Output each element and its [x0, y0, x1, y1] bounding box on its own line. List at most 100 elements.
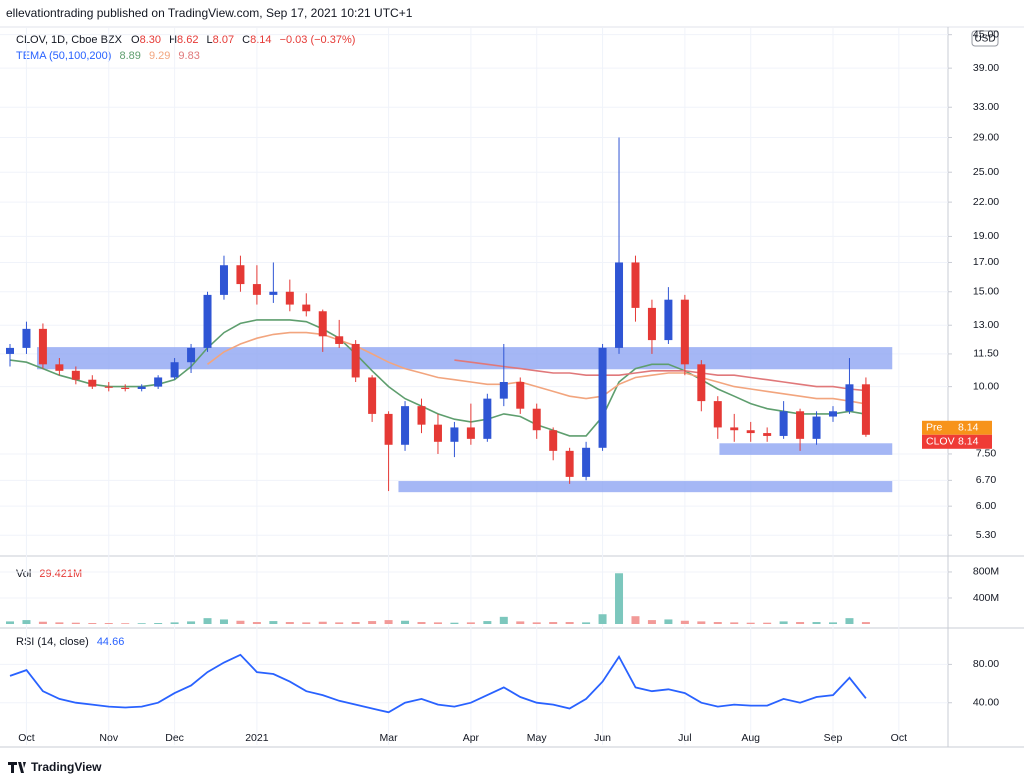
candle-body: [71, 370, 80, 380]
volume-bar: [499, 616, 508, 624]
candle-body: [55, 364, 64, 371]
x-tick-label: Dec: [165, 732, 184, 744]
volume-bar: [22, 620, 31, 624]
candle-body: [598, 347, 607, 448]
indicator-value: 9.29: [149, 50, 170, 62]
volume-bar: [6, 621, 14, 624]
volume-bar: [763, 622, 772, 624]
candle-body: [285, 291, 294, 305]
legend-line: CLOV, 1D, Cboe BZX O8.30 H8.62 L8.07 C8.…: [16, 34, 355, 46]
x-tick-label: Jun: [594, 732, 611, 744]
volume-value: 29.421M: [39, 568, 82, 580]
y-tick-label: 39.00: [973, 62, 999, 74]
volume-bar: [269, 621, 278, 624]
volume-legend: Vol 29.421M: [16, 568, 82, 580]
ohlc-key: L: [207, 34, 213, 46]
candle-body: [137, 386, 146, 389]
y-tick-label: 22.00: [973, 196, 999, 208]
y-tick-label: 10.00: [973, 380, 999, 392]
price-label-value: 8.14: [958, 436, 979, 448]
volume-bar: [532, 622, 541, 624]
volume-bar: [549, 622, 558, 624]
volume-bar: [335, 622, 344, 624]
candle-body: [252, 284, 261, 295]
price-label-value: 8.14: [958, 422, 979, 434]
candle-body: [318, 311, 327, 337]
tema-line: [454, 359, 866, 392]
volume-bar: [516, 621, 525, 624]
candle-body: [516, 381, 525, 409]
y-tick-label: 19.00: [973, 230, 999, 242]
candle-body: [368, 377, 377, 414]
candle-body: [351, 343, 360, 378]
ohlc-value: 8.30: [140, 34, 161, 46]
y-tick-label: 29.00: [973, 131, 999, 143]
candle-body: [763, 433, 772, 436]
volume-bar: [170, 622, 179, 624]
indicator-value: 8.89: [119, 50, 140, 62]
candle-body: [812, 416, 821, 439]
volume-bar: [351, 622, 360, 624]
x-tick-label: Aug: [741, 732, 760, 744]
candle-body: [565, 450, 574, 477]
volume-bar: [796, 622, 805, 624]
rsi-line: [9, 653, 867, 714]
volume-bar: [631, 616, 640, 624]
y-tick-label: 7.50: [976, 448, 997, 460]
price-label-box: [922, 434, 992, 449]
volume-bar: [137, 623, 146, 624]
volume-bar: [88, 623, 97, 624]
volume-bar: [154, 623, 163, 624]
candle-body: [302, 304, 311, 312]
volume-bar: [746, 622, 755, 624]
y-tick-label: 40.00: [973, 697, 999, 709]
ohlc-value: 8.62: [177, 34, 198, 46]
volume-bar: [302, 622, 311, 624]
ohlc-value: 8.14: [250, 34, 271, 46]
y-tick-label: 11.50: [973, 348, 999, 360]
candle-body: [154, 377, 163, 387]
candle-body: [170, 362, 179, 378]
volume-bar: [252, 622, 261, 624]
candle-body: [697, 364, 706, 402]
volume-bar: [861, 622, 870, 624]
price-label-name: Pre: [926, 422, 943, 434]
y-tick-label: 15.00: [973, 286, 999, 298]
y-tick-label: 5.30: [976, 529, 997, 541]
symbol: CLOV, 1D, Cboe BZX: [16, 34, 123, 46]
x-tick-label: Jul: [678, 732, 691, 744]
ohlc-key: H: [169, 34, 177, 46]
volume-bar: [615, 573, 624, 624]
currency[interactable]: USD: [974, 34, 995, 45]
x-tick-label: Oct: [18, 732, 34, 744]
candle-body: [730, 427, 739, 431]
candle-body: [499, 381, 508, 399]
volume-bar: [318, 621, 327, 624]
y-tick-label: 400M: [973, 592, 999, 604]
x-tick-label: May: [527, 732, 548, 744]
zone: [719, 443, 893, 455]
indicator-legend: TEMA (50,100,200) 8.89 9.29 9.83: [16, 50, 200, 62]
y-tick-label: 17.00: [973, 256, 999, 268]
volume-bar: [450, 622, 459, 624]
tema-line: [207, 331, 867, 405]
volume-bar: [104, 623, 113, 624]
volume-bar: [417, 622, 426, 624]
volume-bar: [812, 622, 821, 624]
volume-bar: [565, 622, 574, 624]
candle-body: [466, 427, 475, 439]
volume-bar: [38, 621, 47, 624]
candle-body: [104, 386, 113, 388]
currency-box[interactable]: [971, 30, 999, 47]
volume-bar: [466, 622, 475, 624]
volume-bar: [219, 619, 228, 624]
rsi-title: RSI (14, close): [16, 636, 89, 648]
volume-bar: [680, 620, 689, 624]
candle-body: [861, 384, 870, 435]
logo-mark: [8, 762, 26, 773]
candle-body: [615, 262, 624, 348]
candle-body: [713, 401, 722, 428]
volume-bar: [236, 620, 245, 624]
change: −0.03 (−0.37%): [280, 34, 356, 46]
